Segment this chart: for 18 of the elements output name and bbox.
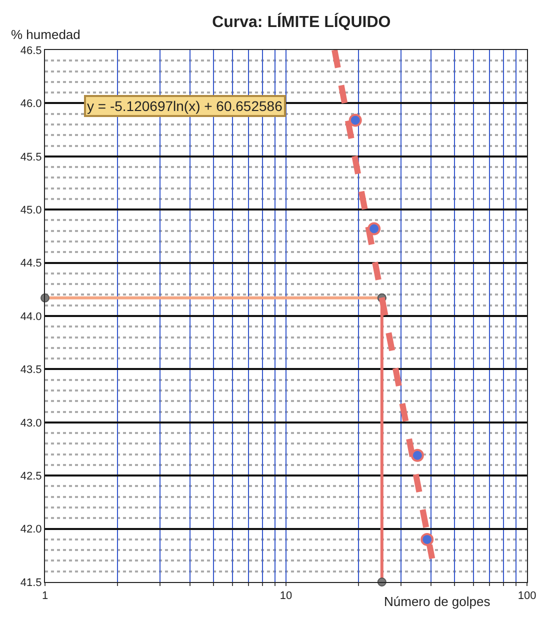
y-tick-label: 44.5 — [20, 258, 42, 270]
x-tick-label: 10 — [280, 590, 292, 602]
y-axis-title: % humedad — [11, 27, 80, 42]
y-tick-label: 44.0 — [20, 310, 42, 323]
chart-title: Curva: LÍMITE LÍQUIDO — [212, 12, 391, 31]
y-tick-label: 42.5 — [20, 470, 42, 482]
y-tick-label: 43.0 — [20, 417, 42, 430]
annotation: y = -5.120697ln(x) + 60.652586 — [87, 98, 283, 114]
y-tick-label: 45.0 — [20, 204, 42, 216]
x-axis-title: Número de golpes — [384, 594, 491, 609]
y-tick-label: 45.5 — [20, 151, 42, 164]
x-tick-label: 1 — [42, 590, 48, 602]
y-tick-label: 43.5 — [20, 364, 42, 376]
y-tick-label: 42.0 — [20, 524, 42, 536]
x-tick-label: 100 — [518, 590, 536, 602]
y-tick-label: 46.5 — [20, 44, 42, 57]
y-tick-label: 41.5 — [20, 576, 42, 589]
y-tick-label: 46.0 — [20, 98, 42, 110]
